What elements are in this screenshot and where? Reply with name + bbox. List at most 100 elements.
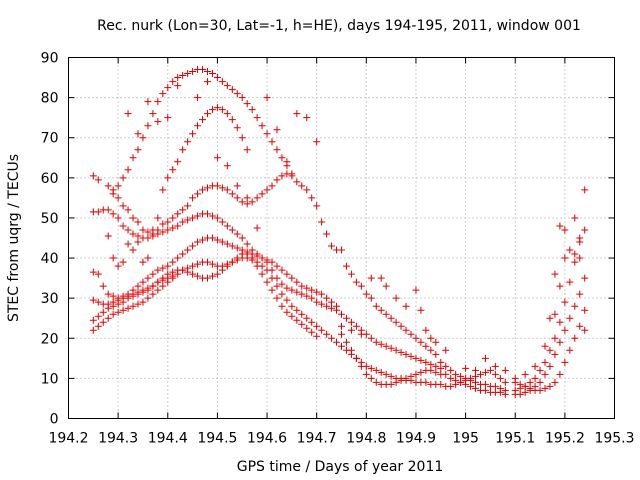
data-point xyxy=(432,350,440,358)
data-point xyxy=(228,190,236,198)
data-point xyxy=(169,268,177,276)
data-point xyxy=(407,352,415,360)
data-point xyxy=(134,218,142,226)
data-point xyxy=(243,200,251,208)
data-point xyxy=(159,274,167,282)
data-point xyxy=(313,138,321,146)
data-point xyxy=(293,110,301,118)
data-point xyxy=(323,230,331,238)
data-point xyxy=(402,350,410,358)
data-point xyxy=(169,224,177,232)
y-tick-label: 80 xyxy=(41,91,59,107)
data-point xyxy=(258,190,266,198)
data-point xyxy=(99,308,107,316)
data-point xyxy=(124,166,132,174)
data-point xyxy=(402,326,410,334)
data-point xyxy=(472,372,480,380)
data-point xyxy=(318,326,326,334)
data-point xyxy=(303,284,311,292)
data-point xyxy=(258,122,266,130)
data-point xyxy=(243,194,251,202)
data-point xyxy=(556,318,564,326)
data-point xyxy=(367,334,375,342)
data-point xyxy=(89,172,97,180)
data-point xyxy=(283,296,291,304)
data-point xyxy=(362,370,370,378)
data-point xyxy=(253,114,261,122)
data-point xyxy=(576,234,584,242)
data-point xyxy=(199,186,207,194)
data-point xyxy=(154,278,162,286)
data-point xyxy=(124,226,132,234)
data-point xyxy=(273,262,281,270)
data-point xyxy=(218,78,226,86)
data-point xyxy=(283,284,291,292)
data-point xyxy=(352,354,360,362)
data-point xyxy=(139,226,147,234)
data-point xyxy=(501,378,509,386)
data-point xyxy=(427,334,435,342)
data-point xyxy=(387,372,395,380)
data-point xyxy=(199,236,207,244)
data-point xyxy=(268,258,276,266)
data-point xyxy=(303,186,311,194)
data-point xyxy=(308,286,316,294)
data-point xyxy=(159,186,167,194)
data-point xyxy=(566,246,574,254)
data-point xyxy=(516,384,524,392)
data-point xyxy=(124,304,132,312)
data-point xyxy=(144,122,152,130)
data-point xyxy=(174,74,182,82)
data-point xyxy=(412,334,420,342)
data-point xyxy=(452,380,460,388)
data-point xyxy=(556,222,564,230)
data-point xyxy=(432,338,440,346)
data-point xyxy=(581,274,589,282)
data-point xyxy=(233,194,241,202)
data-point xyxy=(104,232,112,240)
data-point xyxy=(486,366,494,374)
data-point xyxy=(571,250,579,258)
data-point xyxy=(94,312,102,320)
data-point xyxy=(531,374,539,382)
data-point xyxy=(333,338,341,346)
data-point xyxy=(392,294,400,302)
data-point xyxy=(293,288,301,296)
data-point xyxy=(501,366,509,374)
data-point xyxy=(357,362,365,370)
data-point xyxy=(164,226,172,234)
data-point xyxy=(541,342,549,350)
data-point xyxy=(243,250,251,258)
data-point xyxy=(427,366,435,374)
data-point xyxy=(189,68,197,76)
data-point xyxy=(149,110,157,118)
data-point xyxy=(119,306,127,314)
data-point xyxy=(213,214,221,222)
data-point xyxy=(109,254,117,262)
data-point xyxy=(129,246,137,254)
data-point xyxy=(442,370,450,378)
data-point xyxy=(581,326,589,334)
data-point xyxy=(144,254,152,262)
data-point xyxy=(328,298,336,306)
data-point xyxy=(268,286,276,294)
data-point xyxy=(223,110,231,118)
data-point xyxy=(308,328,316,336)
data-point xyxy=(571,334,579,342)
data-point xyxy=(134,300,142,308)
data-point xyxy=(511,374,519,382)
data-point xyxy=(377,274,385,282)
data-point xyxy=(203,274,211,282)
data-point xyxy=(154,214,162,222)
data-point xyxy=(208,234,216,242)
data-point xyxy=(179,72,187,80)
data-point xyxy=(149,282,157,290)
data-point xyxy=(467,382,475,390)
data-point xyxy=(293,306,301,314)
data-point xyxy=(367,374,375,382)
data-point xyxy=(208,260,216,268)
data-point xyxy=(104,304,112,312)
data-point xyxy=(238,234,246,242)
data-point xyxy=(169,166,177,174)
data-point xyxy=(184,246,192,254)
